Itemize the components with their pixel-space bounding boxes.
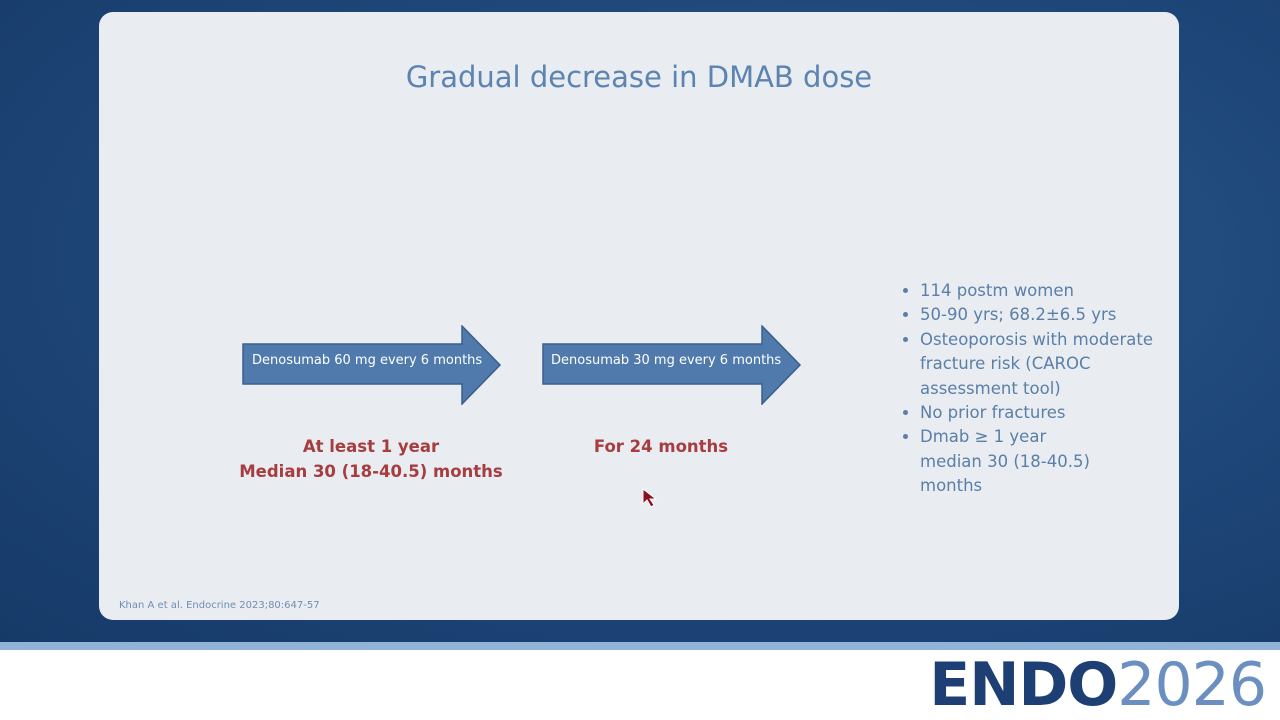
stripe xyxy=(0,642,1280,650)
bullet-list: 114 postm women 50-90 yrs; 68.2±6.5 yrs … xyxy=(889,279,1160,499)
bullet: No prior fractures xyxy=(920,401,1160,425)
logo-brand: ENDO xyxy=(929,650,1118,720)
arrow-label: Denosumab 60 mg every 6 months xyxy=(252,353,483,368)
arrow-label: Denosumab 30 mg every 6 months xyxy=(551,353,782,368)
citation: Khan A et al. Endocrine 2023;80:647-57 xyxy=(119,600,320,611)
duration-line: Median 30 (18-40.5) months xyxy=(239,461,503,481)
bullet: Dmab ≥ 1 year median 30 (18-40.5) months xyxy=(920,425,1090,498)
logo-year: 2026 xyxy=(1117,650,1267,720)
duration: For 24 months xyxy=(511,435,811,460)
arrow xyxy=(242,325,502,405)
bullet: 114 postm women xyxy=(920,279,1160,303)
slide-title: Gradual decrease in DMAB dose xyxy=(405,60,873,94)
cursor xyxy=(642,487,658,508)
duration-line: At least 1 year xyxy=(302,437,440,456)
bullet: 50-90 yrs; 68.2±6.5 yrs xyxy=(920,303,1160,327)
duration-line: For 24 months xyxy=(593,437,729,456)
duration: At least 1 year Median 30 (18-40.5) mont… xyxy=(221,435,521,484)
arrow xyxy=(542,325,802,405)
slide: Gradual decrease in DMAB dose Denosumab … xyxy=(99,12,1179,620)
bullet: Osteoporosis with moderate fracture risk… xyxy=(920,328,1160,401)
logo: ENDO2026 xyxy=(929,650,1267,720)
